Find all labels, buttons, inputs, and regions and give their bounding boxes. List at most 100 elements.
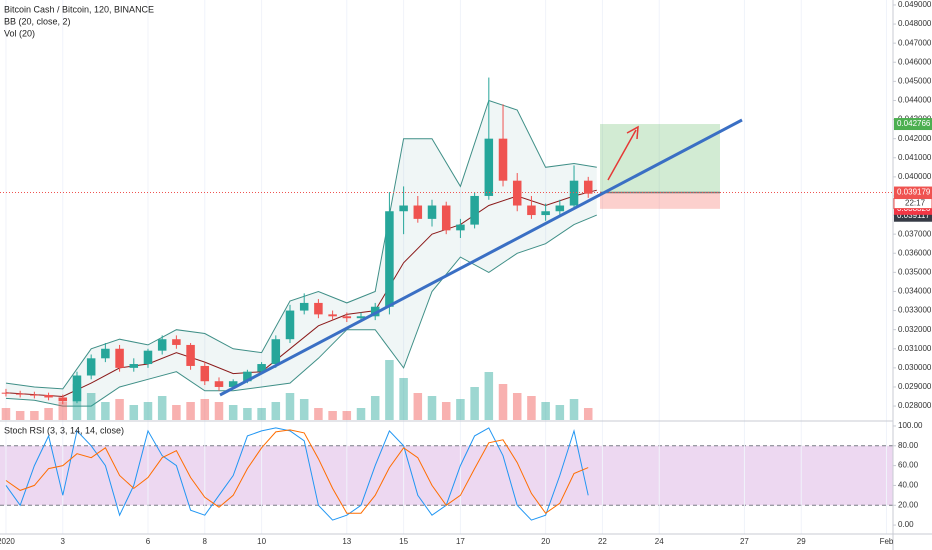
candle-body bbox=[30, 394, 39, 396]
x-tick-label: 8 bbox=[203, 537, 208, 546]
candle-body bbox=[157, 339, 167, 351]
volume-bar bbox=[214, 402, 224, 420]
y-tick-label: 0.045000 bbox=[898, 76, 932, 85]
candle-body bbox=[356, 316, 366, 319]
candle-body bbox=[512, 180, 522, 206]
countdown: 22:17 bbox=[905, 199, 926, 208]
y-tick-label: 80.00 bbox=[898, 441, 919, 450]
candle-body bbox=[299, 302, 309, 311]
bb-fill bbox=[5, 100, 597, 407]
volume-bar bbox=[456, 399, 465, 420]
candle-body bbox=[583, 180, 593, 194]
x-tick-label: 22 bbox=[598, 537, 607, 546]
volume-bar bbox=[498, 384, 508, 420]
bb-basis bbox=[5, 189, 597, 398]
volume-bar bbox=[512, 393, 522, 420]
candle-body bbox=[342, 316, 352, 319]
price-label: 0.042766 bbox=[897, 119, 931, 128]
volume-bar bbox=[86, 393, 96, 420]
stoch-line bbox=[5, 427, 589, 521]
candle-body bbox=[143, 350, 153, 365]
x-tick-label: 17 bbox=[456, 537, 465, 546]
x-tick-label: 13 bbox=[342, 537, 351, 546]
candle-body bbox=[399, 205, 408, 212]
x-tick-label: 6 bbox=[146, 537, 151, 546]
candle-body bbox=[285, 310, 295, 340]
volume-bar bbox=[30, 411, 39, 420]
candle-body bbox=[86, 358, 96, 376]
candle-body bbox=[328, 314, 337, 317]
stoch-line bbox=[5, 429, 589, 514]
volume-bar bbox=[427, 396, 437, 420]
candle-body bbox=[441, 205, 451, 231]
candle-body bbox=[72, 375, 82, 402]
volume-bar bbox=[527, 396, 536, 420]
volume-bar bbox=[583, 408, 593, 420]
candle-body bbox=[58, 397, 68, 402]
y-tick-label: 0.030000 bbox=[898, 363, 932, 372]
x-tick-label: 24 bbox=[655, 537, 664, 546]
volume-bar bbox=[342, 411, 352, 420]
volume-bar bbox=[228, 405, 238, 420]
volume-bar bbox=[299, 399, 309, 420]
candle-body bbox=[129, 364, 139, 368]
volume-bar bbox=[143, 402, 153, 420]
volume-bar bbox=[441, 402, 451, 420]
volume-bar bbox=[399, 378, 408, 420]
volume-bar bbox=[186, 402, 195, 420]
volume-bar bbox=[541, 402, 550, 420]
y-tick-label: 0.036000 bbox=[898, 248, 932, 257]
volume-bar bbox=[15, 411, 25, 420]
grid bbox=[0, 0, 893, 534]
candle-body bbox=[314, 302, 323, 315]
candle-body bbox=[228, 381, 238, 387]
x-tick-label: 3 bbox=[61, 537, 66, 546]
candle-body bbox=[172, 339, 181, 345]
y-tick-label: 0.046000 bbox=[898, 57, 932, 66]
candle-body bbox=[186, 344, 195, 366]
volume-bar bbox=[101, 402, 110, 420]
y-tick-label: 0.044000 bbox=[898, 96, 932, 105]
volume-bar bbox=[44, 408, 53, 420]
price-label: 0.039179 bbox=[897, 188, 931, 197]
candle-body bbox=[101, 348, 110, 359]
candle-body bbox=[115, 348, 124, 368]
x-tick-label: 10 bbox=[257, 537, 266, 546]
volume-bar bbox=[470, 387, 479, 420]
candle-body bbox=[541, 211, 550, 216]
chart-title: Bitcoin Cash / Bitcoin, 120, BINANCE bbox=[4, 4, 154, 14]
x-tick-label: 2020 bbox=[0, 537, 15, 546]
volume-bar bbox=[129, 405, 139, 420]
x-tick-label: Feb bbox=[880, 537, 894, 546]
trend-line bbox=[219, 118, 743, 397]
candle-body bbox=[498, 138, 508, 181]
indicator-label: Stoch RSI (3, 3, 14, 14, close) bbox=[4, 425, 124, 435]
arrow-shaft bbox=[607, 129, 637, 181]
y-tick-label: 0.00 bbox=[898, 520, 914, 529]
y-tick-label: 0.047000 bbox=[898, 38, 932, 47]
y-tick-label: 0.034000 bbox=[898, 287, 932, 296]
volume-bar bbox=[58, 402, 68, 420]
y-tick-label: 0.033000 bbox=[898, 306, 932, 315]
volume-bar bbox=[1, 408, 11, 420]
y-tick-label: 100.00 bbox=[898, 421, 923, 430]
volume-bar bbox=[115, 399, 124, 420]
volume-bar bbox=[200, 399, 210, 420]
volume-bar bbox=[569, 399, 579, 420]
y-tick-label: 0.041000 bbox=[898, 153, 932, 162]
candle-body bbox=[257, 364, 266, 372]
x-tick-label: 29 bbox=[797, 537, 806, 546]
y-tick-label: 0.029000 bbox=[898, 382, 932, 391]
y-tick-label: 0.035000 bbox=[898, 267, 932, 276]
candle-body bbox=[427, 205, 437, 219]
candle-body bbox=[44, 394, 53, 398]
candle-body bbox=[370, 306, 380, 317]
y-tick-label: 0.031000 bbox=[898, 344, 932, 353]
volume-bar bbox=[285, 393, 295, 420]
indicator-label: BB (20, close, 2) bbox=[4, 16, 71, 26]
y-tick-label: 60.00 bbox=[898, 461, 919, 470]
bb-lower bbox=[5, 214, 597, 407]
